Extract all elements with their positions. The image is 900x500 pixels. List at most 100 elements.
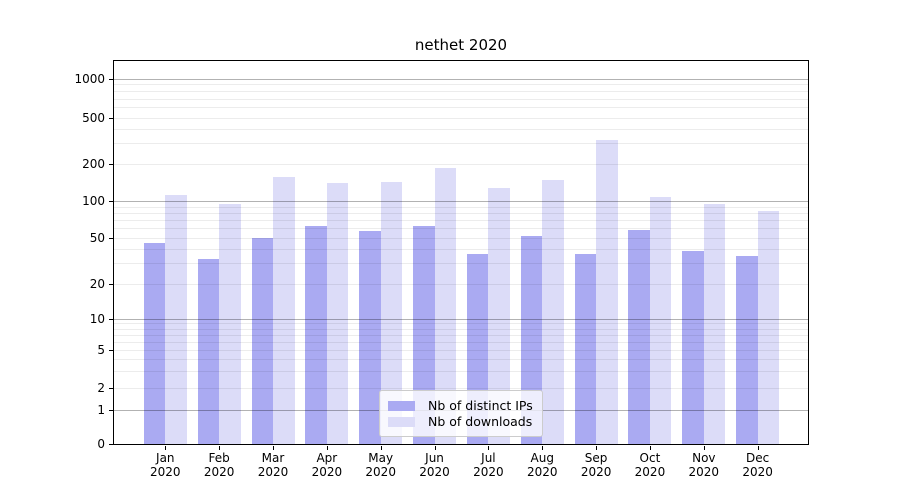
y-tick-mark <box>109 201 113 202</box>
minor-gridline <box>114 237 808 239</box>
x-tick-label-dec: Dec 2020 <box>742 451 773 479</box>
x-tick-label-may: May 2020 <box>365 451 396 479</box>
bar-downloads-nov <box>703 203 726 444</box>
x-tick-mark <box>434 446 436 450</box>
x-tick-mark <box>165 446 167 450</box>
y-tick-mark <box>109 444 113 445</box>
y-tick-label: 0 <box>97 437 105 451</box>
minor-gridline <box>114 227 808 229</box>
y-tick-mark <box>109 163 113 165</box>
bar-downloads-jul <box>488 187 510 444</box>
y-tick-label: 500 <box>82 110 105 125</box>
minor-gridline <box>114 219 808 221</box>
legend-swatch-downloads <box>388 416 415 427</box>
major-gridline <box>114 201 808 202</box>
minor-gridline <box>114 163 808 165</box>
minor-gridline <box>114 341 808 343</box>
bar-downloads-may <box>380 181 403 444</box>
bar-distinct-ips-apr <box>305 226 327 444</box>
x-tick-label-jan: Jan 2020 <box>150 451 181 479</box>
y-tick-label: 2 <box>97 380 105 395</box>
minor-gridline <box>114 91 808 93</box>
x-tick-mark <box>757 446 759 450</box>
x-tick-mark <box>380 446 382 450</box>
y-tick-label: 1000 <box>74 71 105 86</box>
y-tick-mark <box>109 318 113 320</box>
bar-distinct-ips-mar <box>251 237 273 444</box>
x-tick-label-nov: Nov 2020 <box>688 451 720 479</box>
minor-gridline <box>114 328 808 330</box>
minor-gridline <box>114 143 808 145</box>
y-tick-mark <box>109 350 113 351</box>
minor-gridline <box>114 98 808 100</box>
y-tick-mark <box>109 284 113 285</box>
x-tick-label-jul: Jul 2020 <box>473 451 504 479</box>
x-tick-label-sep: Sep 2020 <box>580 451 612 479</box>
bar-downloads-sep <box>596 139 618 444</box>
legend-label-distinct-ips: Nb of distinct IPs <box>428 398 533 413</box>
x-tick-label-mar: Mar 2020 <box>257 451 289 479</box>
major-gridline <box>114 318 808 320</box>
bar-distinct-ips-may <box>359 230 381 444</box>
x-tick-mark <box>273 446 274 450</box>
bar-downloads-mar <box>273 177 295 444</box>
minor-gridline <box>114 284 808 285</box>
bar-downloads-jan <box>165 194 187 444</box>
x-tick-mark <box>703 446 705 450</box>
minor-gridline <box>114 263 808 265</box>
y-tick-label: 1 <box>97 402 105 417</box>
bar-downloads-oct <box>649 196 672 444</box>
y-tick-label: 10 <box>89 311 105 326</box>
y-tick-label: 20 <box>89 277 105 291</box>
bar-distinct-ips-nov <box>682 251 704 444</box>
minor-gridline <box>114 387 808 389</box>
minor-gridline <box>114 84 808 86</box>
x-tick-mark <box>596 446 598 450</box>
bar-distinct-ips-jan <box>143 242 166 444</box>
legend-item-downloads: Nb of downloads <box>388 414 534 429</box>
plot-area <box>113 60 809 445</box>
minor-gridline <box>114 248 808 250</box>
bar-distinct-ips-sep <box>574 254 597 444</box>
bar-downloads-dec <box>757 211 780 444</box>
minor-gridline <box>114 206 808 208</box>
minor-gridline <box>114 117 808 119</box>
y-tick-label: 50 <box>89 230 105 245</box>
legend-item-distinct-ips: Nb of distinct IPs <box>388 398 534 413</box>
minor-gridline <box>114 359 808 361</box>
x-tick-mark <box>488 446 490 450</box>
minor-gridline <box>114 107 808 109</box>
minor-gridline <box>114 334 808 336</box>
x-tick-mark <box>649 446 651 450</box>
bar-downloads-apr <box>326 182 349 444</box>
bar-distinct-ips-jun <box>413 226 435 444</box>
y-tick-mark <box>109 78 113 80</box>
bar-distinct-ips-oct <box>628 229 650 444</box>
x-tick-mark <box>542 446 544 450</box>
x-tick-label-jun: Jun 2020 <box>419 451 450 479</box>
minor-gridline <box>114 323 808 325</box>
legend-label-downloads: Nb of downloads <box>428 414 533 429</box>
x-tick-label-oct: Oct 2020 <box>634 451 666 479</box>
bar-distinct-ips-dec <box>736 255 758 444</box>
y-tick-mark <box>109 409 113 411</box>
x-tick-label-feb: Feb 2020 <box>203 451 235 479</box>
minor-gridline <box>114 350 808 351</box>
bar-distinct-ips-feb <box>197 258 220 444</box>
minor-gridline <box>114 370 808 372</box>
legend-swatch-distinct-ips <box>388 400 415 411</box>
major-gridline <box>114 78 808 80</box>
y-tick-mark <box>109 237 113 239</box>
minor-gridline <box>114 212 808 214</box>
y-tick-mark <box>109 117 113 119</box>
y-tick-mark <box>109 387 113 389</box>
x-tick-mark <box>326 446 328 450</box>
y-tick-label: 200 <box>82 156 105 171</box>
bar-downloads-aug <box>542 179 564 444</box>
x-tick-label-apr: Apr 2020 <box>311 451 343 479</box>
y-tick-label: 100 <box>82 194 105 208</box>
bar-downloads-feb <box>219 204 241 444</box>
x-tick-label-aug: Aug 2020 <box>526 451 558 479</box>
x-tick-mark <box>219 446 221 450</box>
